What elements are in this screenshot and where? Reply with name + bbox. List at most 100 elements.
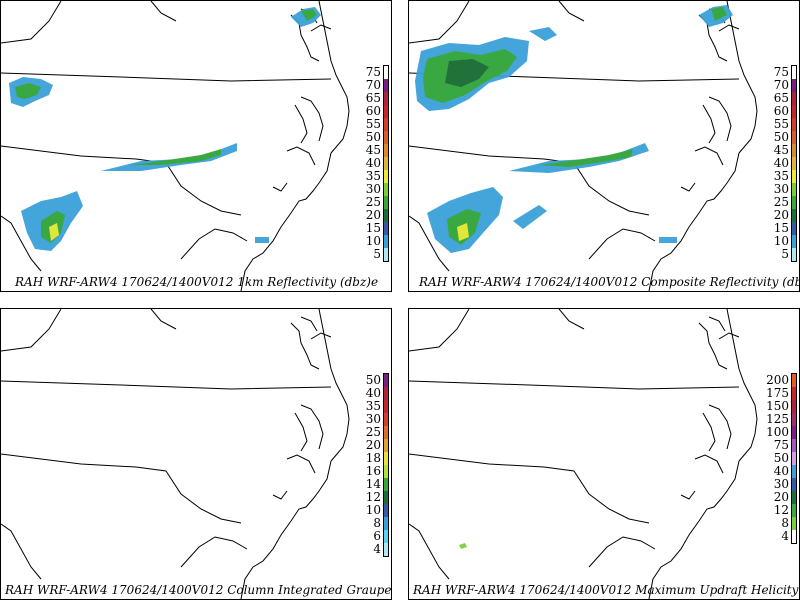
legend-swatch [384, 543, 388, 556]
legend-label: 10 [365, 234, 381, 248]
panel-column-integrated-graupel: 50 40 35 30 25 20 18 16 14 12 10 8 6 4 RAH WRF-ARW4 1… [0, 308, 392, 600]
legend-colorbar [791, 65, 797, 262]
boundary-line [1, 1, 62, 44]
map [1, 1, 350, 291]
legend-swatch [384, 426, 388, 439]
boundary-line [588, 228, 656, 260]
boundary-line [648, 152, 740, 291]
boundary-line [310, 332, 332, 340]
boundary-line [726, 309, 758, 462]
legend-swatch [384, 530, 388, 543]
color-legend: 200 175 150 125 100 75 50 40 30 20 12 8 4 [765, 373, 797, 544]
legend-swatch [792, 517, 796, 530]
boundary-line [1, 309, 62, 352]
legend-swatch [792, 400, 796, 413]
legend-label: 16 [365, 464, 381, 478]
legend-swatch [792, 157, 796, 170]
legend-label: 70 [365, 78, 381, 92]
legend-swatch [384, 183, 388, 196]
legend-label: 100 [766, 425, 789, 439]
precip-echo [457, 223, 469, 241]
legend-label: 5 [781, 247, 789, 261]
legend-label: 30 [365, 412, 381, 426]
legend-label: 30 [773, 182, 789, 196]
boundary-line [409, 1, 470, 44]
precip-echo [539, 149, 633, 167]
legend-label: 30 [773, 477, 789, 491]
legend-swatch [792, 131, 796, 144]
boundary-line [409, 453, 650, 524]
legend-swatch [792, 491, 796, 504]
color-legend: 50 40 35 30 25 20 18 16 14 12 10 8 6 4 [357, 373, 389, 557]
legend-colorbar [791, 373, 797, 544]
legend-label: 200 [766, 373, 789, 387]
legend-swatch [792, 66, 796, 79]
legend-label: 60 [365, 104, 381, 118]
legend-swatch [384, 92, 388, 105]
legend-swatch [792, 105, 796, 118]
panel-composite-reflectivity: 75 70 65 60 55 50 45 40 35 30 25 20 15 10 5 RAH WRF-AR… [408, 0, 800, 292]
legend-label: 40 [365, 386, 381, 400]
boundary-line [294, 104, 308, 144]
boundary-line [290, 322, 320, 370]
legend-swatch [792, 235, 796, 248]
precip-echo [513, 205, 547, 229]
legend-swatch [384, 235, 388, 248]
legend-swatch [792, 222, 796, 235]
boundary-line [286, 454, 316, 474]
legend-label: 55 [773, 117, 789, 131]
map [409, 309, 758, 599]
legend-swatch [384, 66, 388, 79]
boundary-line [694, 454, 724, 474]
legend-swatch [384, 196, 388, 209]
legend-swatch [792, 426, 796, 439]
boundary-line [558, 309, 585, 330]
legend-label: 4 [373, 542, 381, 556]
legend-swatch [792, 183, 796, 196]
map [1, 309, 350, 599]
legend-label: 5 [373, 247, 381, 261]
legend-label: 20 [365, 438, 381, 452]
legend-swatch [384, 439, 388, 452]
boundary-line [310, 24, 332, 32]
legend-label: 65 [773, 91, 789, 105]
precip-echo [131, 149, 221, 165]
legend-label: 65 [365, 91, 381, 105]
legend-swatch [384, 517, 388, 530]
boundary-line [708, 96, 732, 142]
boundary-line [300, 316, 318, 332]
legend-label: 18 [365, 451, 381, 465]
legend-swatch [384, 222, 388, 235]
legend-swatch [792, 144, 796, 157]
panel-caption: RAH WRF-ARW4 170624/1400V012 Composite R… [419, 275, 800, 289]
legend-swatch [384, 118, 388, 131]
legend-label: 50 [773, 451, 789, 465]
legend-label: 25 [773, 195, 789, 209]
map [409, 1, 758, 291]
legend-label: 70 [773, 78, 789, 92]
boundary-line [558, 1, 585, 22]
boundary-line [1, 72, 332, 82]
legend-label: 8 [373, 516, 381, 530]
legend-label: 14 [365, 477, 381, 491]
precip-echo [255, 237, 269, 243]
legend-label: 35 [365, 169, 381, 183]
legend-swatch [792, 92, 796, 105]
boundary-line [272, 490, 288, 500]
boundary-line [409, 523, 450, 580]
legend-swatch [384, 209, 388, 222]
legend-swatch [792, 530, 796, 543]
legend-label: 150 [766, 399, 789, 413]
legend-label: 75 [773, 65, 789, 79]
color-legend: 75 70 65 60 55 50 45 40 35 30 25 20 15 10 5 [357, 65, 389, 262]
boundary-line [180, 536, 248, 568]
boundary-line [1, 380, 332, 390]
legend-label: 50 [365, 130, 381, 144]
boundary-line [318, 309, 350, 462]
boundary-line [708, 316, 726, 332]
precip-echo [49, 223, 59, 241]
legend-label: 45 [365, 143, 381, 157]
legend-label: 45 [773, 143, 789, 157]
legend-label: 4 [781, 529, 789, 543]
precip-echo [15, 83, 41, 99]
